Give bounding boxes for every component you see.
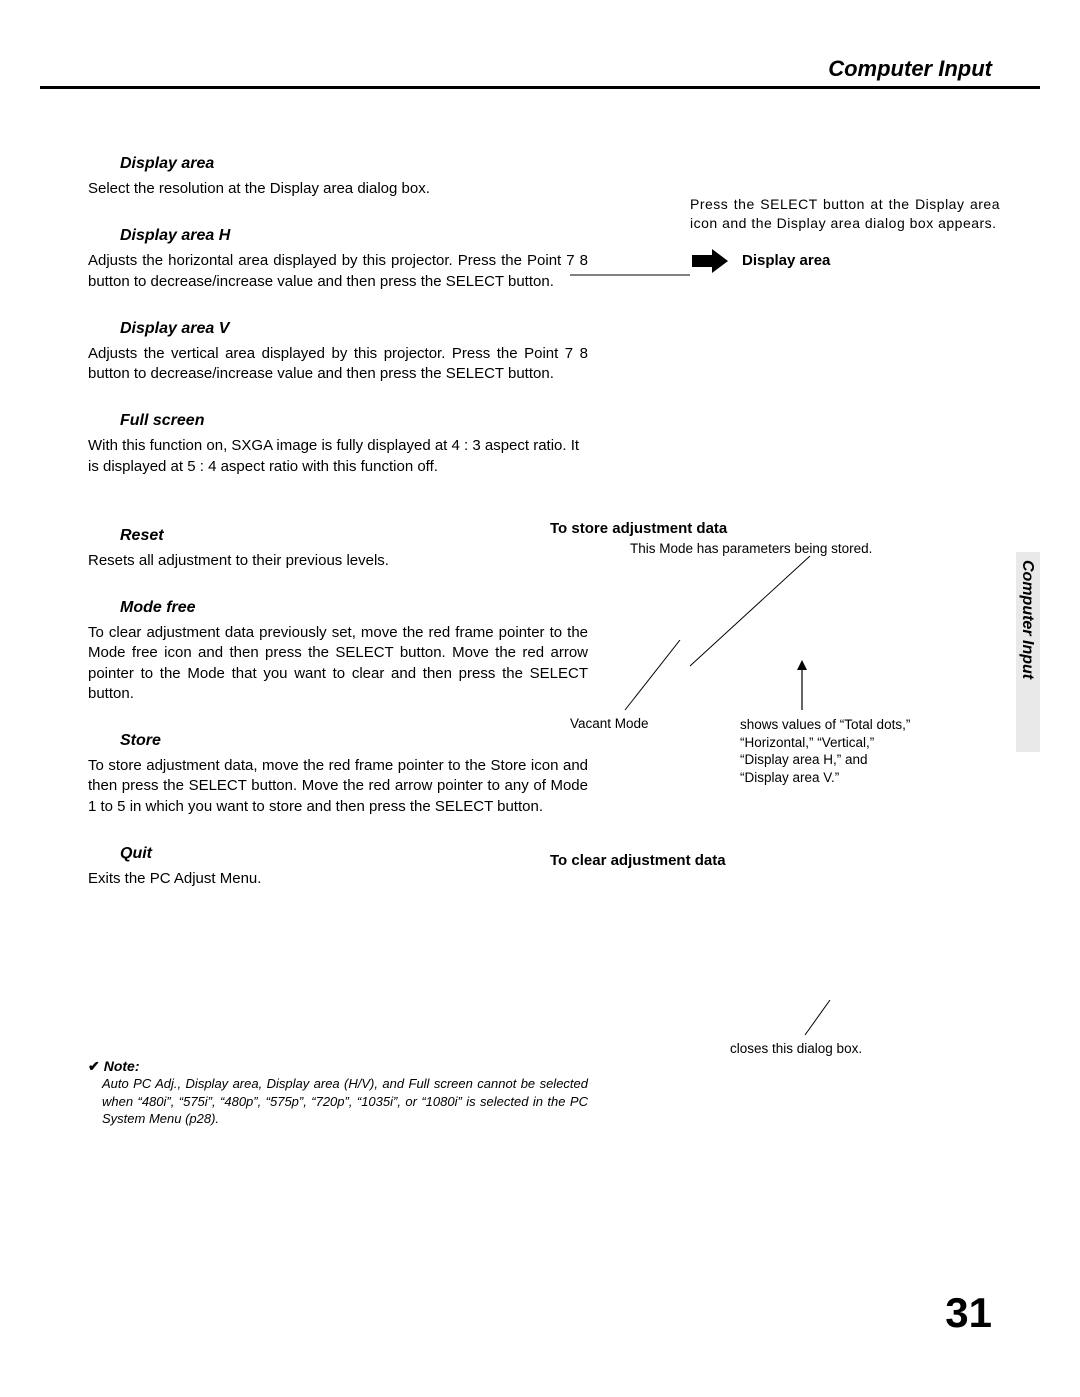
heading-quit: Quit: [120, 845, 588, 863]
note-body: Auto PC Adj., Display area, Display area…: [102, 1075, 588, 1128]
page-number: 31: [945, 1289, 992, 1337]
values-label: shows values of “Total dots,” “Horizonta…: [740, 716, 920, 786]
store-section: To store adjustment data This Mode has p…: [550, 520, 990, 556]
note-heading: ✔Note:: [88, 1058, 588, 1075]
heading-reset: Reset: [120, 527, 588, 545]
body-quit: Exits the PC Adjust Menu.: [88, 869, 588, 889]
callout-display-area-text: Press the SELECT button at the Display a…: [690, 195, 1000, 233]
page-header-title: Computer Input: [828, 56, 992, 82]
heading-display-area-h: Display area H: [120, 227, 588, 245]
leader-arrow-values: [792, 660, 812, 715]
leader-line-vacant: [620, 640, 690, 715]
body-full-screen: With this function on, SXGA image is ful…: [88, 436, 588, 477]
body-mode-free: To clear adjustment data previously set,…: [88, 623, 588, 704]
close-label: closes this dialog box.: [730, 1040, 862, 1058]
heading-full-screen: Full screen: [120, 412, 588, 430]
store-heading: To store adjustment data: [550, 520, 990, 537]
header-rule: [40, 86, 1040, 89]
arrow-right-icon: [690, 247, 730, 275]
clear-section: To clear adjustment data: [550, 852, 990, 869]
heading-mode-free: Mode free: [120, 599, 588, 617]
display-area-row: Display area: [690, 247, 1000, 275]
body-reset: Resets all adjustment to their previous …: [88, 551, 588, 571]
side-tab-label: Computer Input: [1018, 560, 1036, 679]
vacant-mode-label: Vacant Mode: [570, 715, 649, 733]
heading-display-area: Display area: [120, 155, 588, 173]
heading-store: Store: [120, 732, 588, 750]
clear-heading: To clear adjustment data: [550, 852, 990, 869]
store-note: This Mode has parameters being stored.: [630, 541, 990, 556]
leader-line-close: [800, 1000, 840, 1040]
body-display-area: Select the resolution at the Display are…: [88, 179, 588, 199]
display-area-label: Display area: [742, 252, 830, 269]
body-store: To store adjustment data, move the red f…: [88, 756, 588, 817]
body-display-area-v: Adjusts the vertical area displayed by t…: [88, 344, 588, 385]
heading-display-area-v: Display area V: [120, 320, 588, 338]
note-heading-text: Note:: [104, 1058, 140, 1074]
leader-line-display-area: [570, 270, 690, 280]
check-icon: ✔: [88, 1058, 100, 1074]
body-display-area-h: Adjusts the horizontal area displayed by…: [88, 251, 588, 292]
right-column-top: Press the SELECT button at the Display a…: [690, 195, 1000, 275]
note-block: ✔Note: Auto PC Adj., Display area, Displ…: [88, 1058, 588, 1128]
leader-line-store-note: [680, 556, 830, 676]
left-column: Display area Select the resolution at th…: [88, 155, 588, 889]
